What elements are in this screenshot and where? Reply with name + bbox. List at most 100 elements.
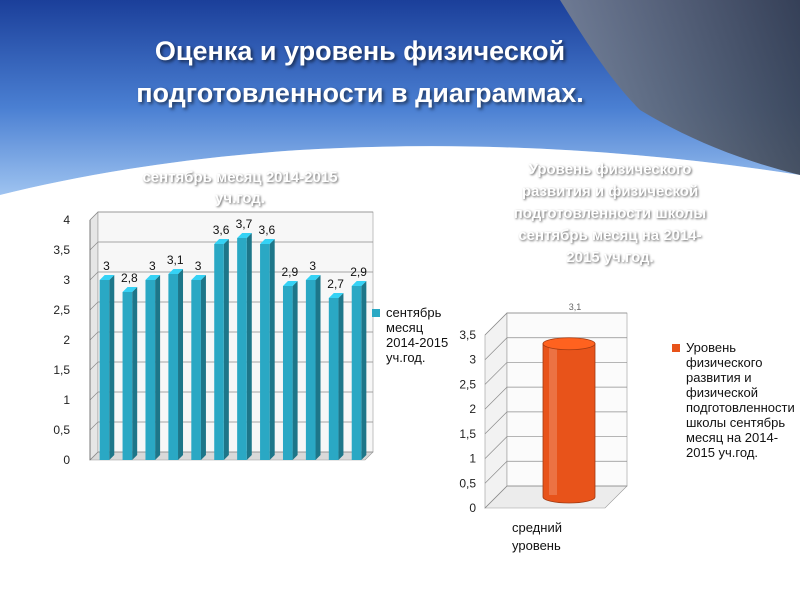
chart-2-y-tick-label: 0 <box>469 501 476 515</box>
chart-2-cylinder-body <box>542 343 596 504</box>
chart-1-title: сентябрь месяц 2014-2015 уч.год. <box>95 167 385 209</box>
chart-1-y-tick-label: 3 <box>63 273 70 287</box>
chart-2-legend-label: Уровень физического развития и физическо… <box>686 340 795 460</box>
chart-1-gridline <box>89 331 373 341</box>
chart-1-gridline <box>89 241 373 251</box>
chart-2-gridline <box>484 312 627 336</box>
chart-1-legend: сентябрь месяц 2014-2015 уч.год. <box>372 305 452 365</box>
chart-2-x-tick-label-line-1: средний <box>512 520 562 535</box>
chart-2-data-label: 3,1 <box>569 302 582 312</box>
chart-2-x-tick-label-line-2: уровень <box>512 538 561 553</box>
chart-1-x-tick-label: 9 класс <box>283 472 294 506</box>
chart-2-side-wall <box>484 312 508 509</box>
chart-1-data-label: 3,7 <box>236 217 253 231</box>
chart-1-x-tick-label: 6 класс <box>214 472 225 506</box>
chart-1-bar <box>99 280 110 460</box>
chart-1-bar <box>214 244 224 460</box>
chart-1-x-tick-label: 11 класс <box>329 472 340 511</box>
chart-1-bar <box>191 280 201 460</box>
chart-1-bar <box>282 286 293 460</box>
chart-1-bar-side <box>269 239 275 460</box>
chart-1-bar <box>145 280 156 460</box>
chart-1-bar-top <box>260 239 275 244</box>
chart-1-bar-side <box>338 293 344 460</box>
chart-2-y-tick-label: 3 <box>469 353 476 367</box>
chart-2-legend: Уровень физического развития и физическо… <box>672 340 795 460</box>
chart-1-data-label: 3 <box>309 259 316 273</box>
chart-1-bar-top <box>214 239 229 244</box>
chart-1-bar <box>351 286 362 460</box>
chart-1-bar-top <box>282 281 298 286</box>
chart-1-y-tick-label: 0,5 <box>53 423 70 437</box>
chart-2-title-line-3: подготовленности школы <box>513 205 707 222</box>
chart-1-gridline <box>89 451 373 461</box>
chart-1-y-tick-label: 0 <box>63 453 70 467</box>
chart-1-bar <box>328 298 339 460</box>
chart-1-bar-top <box>351 281 367 286</box>
chart-2-title-line-4: сентябрь месяц на 2014- <box>518 227 702 244</box>
slide-title-line-1: Оценка и уровень физической <box>154 36 566 66</box>
chart-1-bar-side <box>315 275 321 460</box>
chart-1-bar <box>122 292 133 460</box>
chart-1-bar-side <box>292 281 298 460</box>
chart-1-bar-side <box>200 275 206 460</box>
chart-1-data-label: 3,1 <box>167 253 184 267</box>
chart-1-bar-side <box>223 239 229 460</box>
chart-1-y-tick-label: 3,5 <box>53 243 70 257</box>
chart-1-bar-side <box>109 275 115 460</box>
chart-1-bar-side <box>155 275 161 460</box>
chart-1-bar-top <box>168 269 184 274</box>
chart-2-title: Уровень физического развития и физическо… <box>470 159 750 269</box>
slide-title-line-2: подготовленности в диаграммах. <box>136 78 584 108</box>
chart-1-data-label: 3,6 <box>213 223 230 237</box>
chart-1-bar-top <box>145 275 161 280</box>
chart-1-data-label: 2,8 <box>121 271 138 285</box>
chart-1-title-line-1: сентябрь месяц 2014-2015 <box>142 169 338 186</box>
chart-1-data-label: 2,7 <box>327 277 344 291</box>
chart-2-y-tick-label: 0,5 <box>459 476 476 490</box>
chart-1-x-tick-label: 1 класс <box>99 472 110 506</box>
chart-1-data-label: 3 <box>149 259 156 273</box>
chart-1-bar-top <box>122 287 138 292</box>
chart-1-data-label: 3 <box>103 259 110 273</box>
chart-1-data-label: 3,6 <box>259 223 276 237</box>
chart-1-bar-top <box>237 233 252 238</box>
chart-1-bar <box>260 244 270 460</box>
chart-1-gridline <box>89 271 373 281</box>
chart-2-title-line-2: развития и физической <box>521 183 699 200</box>
chart-1-bar-side <box>361 281 367 460</box>
chart-2-gridline <box>484 337 627 360</box>
chart-1-y-tick-label: 2 <box>63 333 70 347</box>
chart-1-data-label: 2,9 <box>350 265 367 279</box>
chart-1-bar <box>168 274 179 460</box>
chart-1-data-label: 3 <box>195 259 202 273</box>
chart-2-y-tick-label: 2 <box>469 402 476 416</box>
chart-2-cylinder-highlight <box>549 347 557 495</box>
chart-1-legend-swatch <box>372 309 380 317</box>
chart-1-gridline <box>89 361 373 371</box>
chart-1-x-tick-label: 3 класс <box>145 472 156 506</box>
chart-1-gridline <box>89 301 373 311</box>
chart-2-cylinder-top <box>542 337 596 351</box>
chart-1-x-tick-label: 8 класс <box>260 472 271 506</box>
chart-2-title-line-1: Уровень физического <box>528 161 692 178</box>
chart-2-y-tick-label: 1,5 <box>459 427 476 441</box>
chart-1-gridline <box>89 421 373 431</box>
chart-1-x-tick-label: 10 класс <box>306 472 317 512</box>
chart-1-gridline <box>89 391 373 401</box>
chart-1-bar-top <box>328 293 344 298</box>
chart-1-title-line-2: уч.год. <box>215 190 265 207</box>
chart-1-legend-label: сентябрь месяц 2014-2015 уч.год. <box>386 305 449 365</box>
slide-title: Оценка и уровень физической подготовленн… <box>40 30 680 114</box>
chart-1-bar <box>305 280 316 460</box>
chart-2-y-tick-label: 2,5 <box>459 377 476 391</box>
chart-2-legend-swatch <box>672 344 680 352</box>
chart-1-x-tick-label: 4 класс <box>168 472 179 506</box>
chart-1-bar <box>237 238 247 460</box>
chart-1-bar-side <box>246 233 252 460</box>
chart-1-bar-top <box>99 275 115 280</box>
chart-2-title-line-5: 2015 уч.год. <box>566 249 654 266</box>
